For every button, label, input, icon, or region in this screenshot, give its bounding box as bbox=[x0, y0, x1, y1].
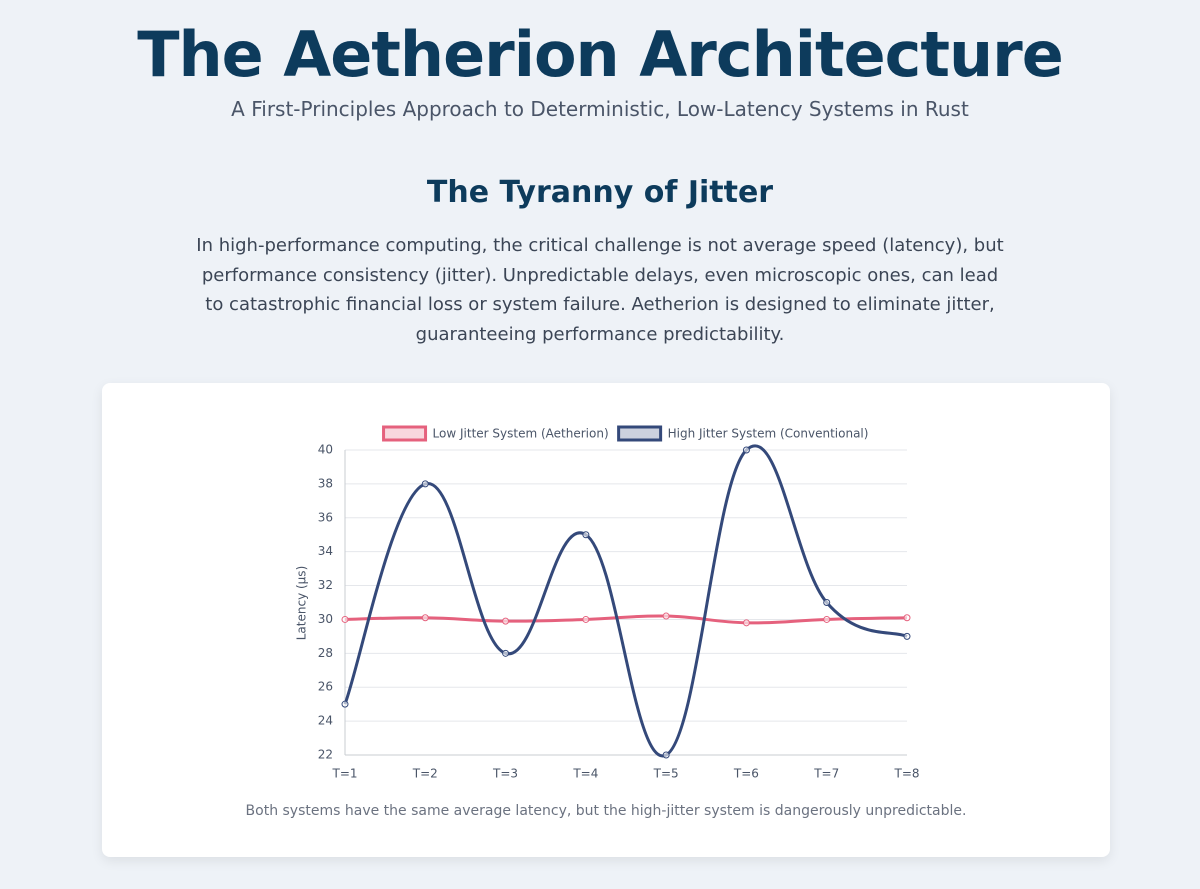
y-axis-label: Latency (µs) bbox=[295, 566, 309, 641]
legend-swatch bbox=[617, 425, 663, 442]
x-tick-label: T=2 bbox=[412, 767, 438, 781]
page-subtitle: A First-Principles Approach to Determini… bbox=[231, 97, 969, 121]
data-point bbox=[903, 632, 911, 640]
legend-swatch bbox=[382, 425, 428, 442]
x-tick-label: T=4 bbox=[572, 767, 598, 781]
series-line bbox=[343, 444, 908, 758]
y-tick-label: 26 bbox=[318, 680, 333, 694]
data-point bbox=[341, 700, 349, 708]
data-point bbox=[502, 649, 510, 657]
y-tick-label: 40 bbox=[318, 443, 333, 457]
legend-label: High Jitter System (Conventional) bbox=[668, 427, 869, 441]
y-tick-label: 36 bbox=[318, 510, 333, 524]
data-point bbox=[582, 531, 590, 539]
chart: Latency (µs) 22 24 26 28 30 32 34 36 38 40 T=1 T=2 T… bbox=[295, 425, 920, 781]
chart-card: Latency (µs) 22 24 26 28 30 32 34 36 38 40 T=1 T=2 T… bbox=[102, 383, 1110, 857]
data-point bbox=[742, 619, 750, 627]
y-tick-label: 30 bbox=[318, 612, 333, 626]
y-tick-label: 22 bbox=[318, 748, 333, 762]
section-heading: The Tyranny of Jitter bbox=[426, 175, 774, 210]
x-tick-label: T=7 bbox=[813, 767, 839, 781]
y-tick-label: 24 bbox=[318, 714, 333, 728]
y-tick-label: 38 bbox=[318, 476, 333, 490]
data-point bbox=[421, 614, 429, 622]
data-point bbox=[421, 480, 429, 488]
section-paragraph: In high-performance computing, the criti… bbox=[196, 235, 1004, 345]
data-point bbox=[903, 614, 911, 622]
data-point bbox=[502, 617, 510, 625]
data-point bbox=[662, 612, 670, 620]
data-point bbox=[341, 615, 349, 623]
x-tick-label: T=6 bbox=[733, 767, 759, 781]
chart-caption: Both systems have the same average laten… bbox=[245, 803, 967, 819]
y-tick-label: 28 bbox=[318, 646, 333, 660]
data-point bbox=[742, 446, 750, 454]
data-point bbox=[823, 615, 831, 623]
page-title: The Aetherion Architecture bbox=[137, 18, 1064, 91]
data-point bbox=[582, 615, 590, 623]
series-line bbox=[344, 614, 908, 625]
legend-label: Low Jitter System (Aetherion) bbox=[433, 427, 609, 441]
data-point bbox=[662, 751, 670, 759]
y-tick-label: 32 bbox=[318, 578, 333, 592]
data-point bbox=[823, 599, 831, 606]
y-tick-label: 34 bbox=[318, 544, 333, 558]
x-tick-label: T=5 bbox=[653, 767, 679, 781]
x-tick-label: T=1 bbox=[331, 767, 357, 781]
x-tick-label: T=8 bbox=[893, 767, 919, 781]
x-tick-label: T=3 bbox=[492, 767, 518, 781]
